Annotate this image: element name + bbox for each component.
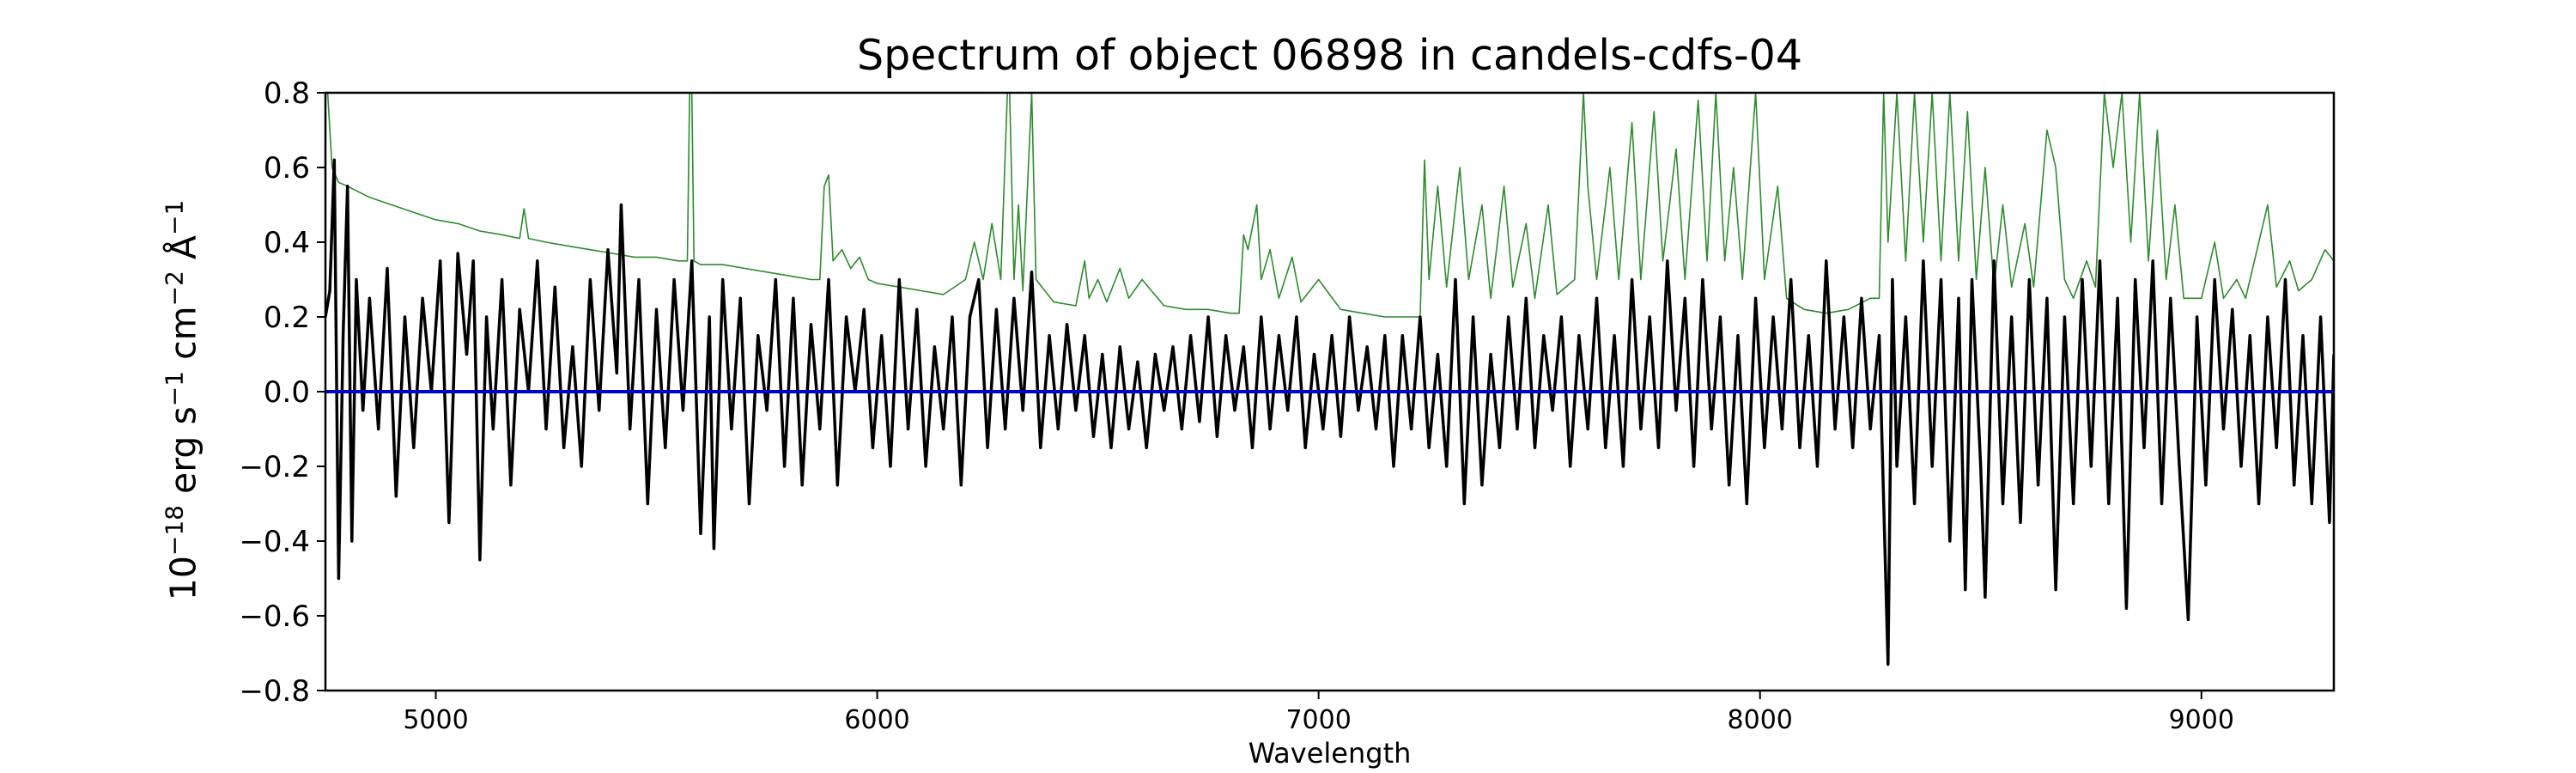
chart-title: Spectrum of object 06898 in candels-cdfs…: [856, 31, 1803, 80]
y-tick-label: −0.4: [239, 525, 310, 559]
x-tick-label: 6000: [844, 705, 909, 735]
tick-layer: 5000 6000 7000 8000 9000 −0.8 −0.6 −0.4 −0.2 0.0 0…: [239, 76, 2234, 735]
y-tick-label: 0.6: [264, 151, 310, 186]
series-noise-line: [325, 93, 2334, 318]
y-tick-label: −0.6: [239, 600, 310, 634]
axes-frame: [324, 91, 2336, 692]
y-axis-label: 10−18 erg s−1 cm−2 Å−1: [160, 199, 204, 601]
series-layer: [325, 93, 2334, 666]
x-tick-label: 9000: [2169, 705, 2234, 735]
y-tick-label: −0.8: [239, 674, 310, 709]
x-tick-label: 8000: [1728, 705, 1793, 735]
x-axis-label: Wavelength: [1248, 737, 1412, 770]
x-tick-label: 5000: [403, 705, 468, 735]
y-tick-label: −0.2: [239, 450, 310, 484]
series-flux-line: [325, 158, 2334, 666]
y-tick-label: 0.4: [264, 226, 310, 260]
y-tick-label: 0.2: [264, 301, 310, 335]
x-tick-label: 7000: [1285, 705, 1351, 735]
y-tick-label: 0.0: [264, 375, 310, 410]
y-tick-label: 0.8: [264, 76, 310, 111]
